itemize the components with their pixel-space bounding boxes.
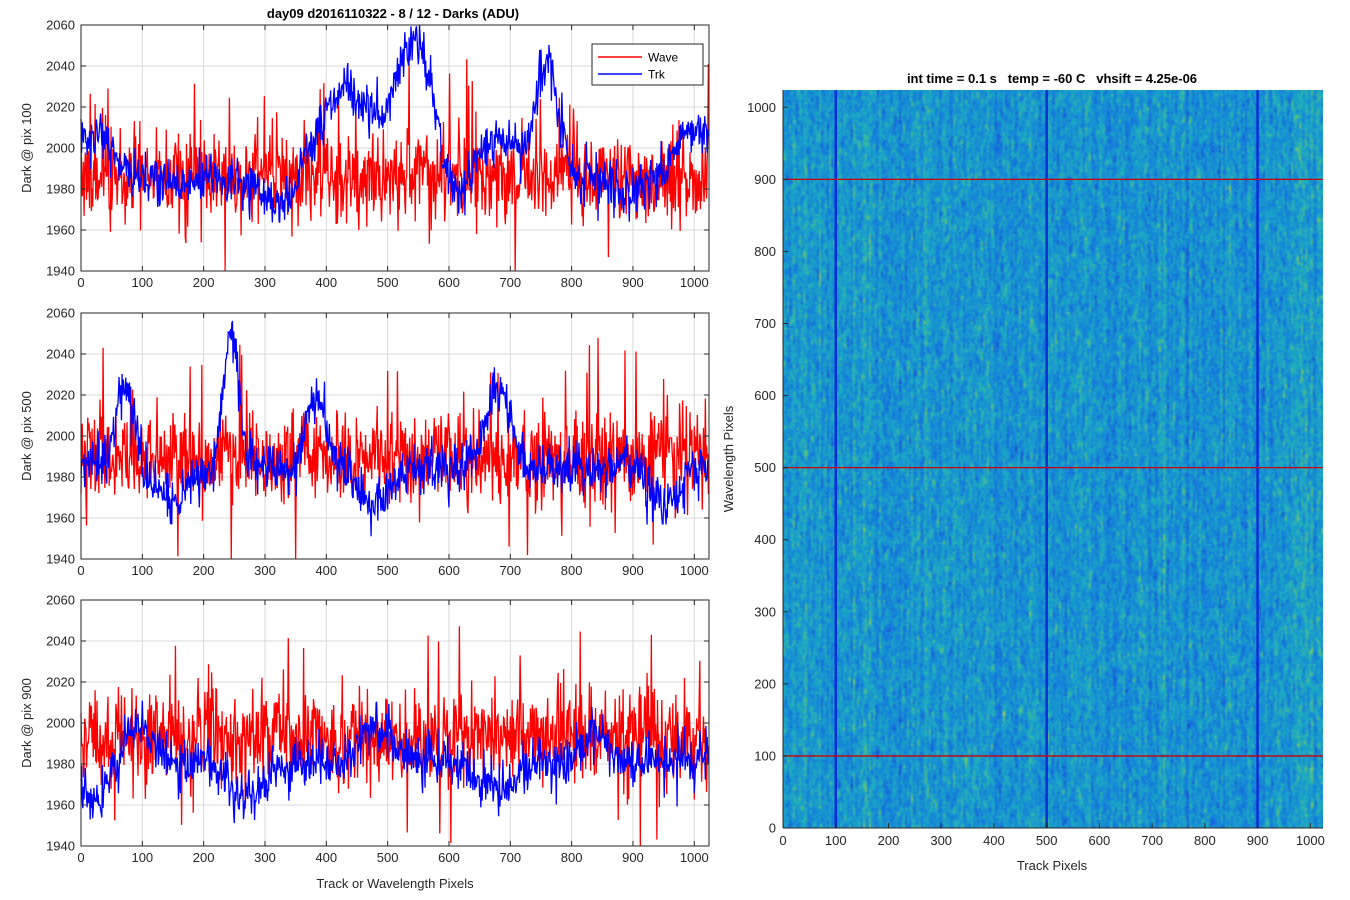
legend: Wave Trk — [591, 43, 704, 86]
y-tick-label: 2020 — [46, 388, 75, 403]
y-tick-label: 1940 — [46, 839, 75, 854]
y-tick-label: 2000 — [46, 429, 75, 444]
y-tick-label: 700 — [754, 316, 776, 331]
x-tick-label: 0 — [77, 275, 84, 290]
x-tick-label: 800 — [1194, 833, 1216, 848]
y-tick-label: 0 — [769, 821, 776, 836]
x-tick-label: 600 — [438, 563, 460, 578]
y-tick-label: 1980 — [46, 470, 75, 485]
x-tick-label: 300 — [930, 833, 952, 848]
y-tick-label: 600 — [754, 388, 776, 403]
x-tick-label: 600 — [438, 275, 460, 290]
y-tick-label: 2020 — [46, 675, 75, 690]
y-tick-label: 2040 — [46, 59, 75, 74]
y-tick-label: 1960 — [46, 511, 75, 526]
x-tick-label: 400 — [315, 850, 337, 865]
y-tick-label: 400 — [754, 532, 776, 547]
x-tick-label: 200 — [878, 833, 900, 848]
y-tick-label: 1940 — [46, 264, 75, 279]
ylabel-pix-500: Dark @ pix 500 — [19, 391, 34, 481]
xlabel-line-plots: Track or Wavelength Pixels — [316, 876, 474, 891]
y-tick-label: 1940 — [46, 552, 75, 567]
x-tick-label: 900 — [622, 275, 644, 290]
y-tick-label: 2040 — [46, 347, 75, 362]
legend-label-trk: Trk — [648, 68, 666, 82]
x-tick-label: 1000 — [1296, 833, 1325, 848]
x-tick-label: 100 — [131, 850, 153, 865]
heatmap-image — [783, 90, 1323, 828]
x-tick-label: 400 — [315, 275, 337, 290]
x-tick-label: 900 — [622, 563, 644, 578]
line-plot-pix-100: Dark @ pix 100 0 100 200 300 400 500 600 700 800… — [19, 18, 710, 290]
x-tick-label: 600 — [1089, 833, 1111, 848]
x-tick-label: 0 — [779, 833, 786, 848]
y-tick-label: 300 — [754, 604, 776, 619]
x-tick-label: 900 — [1247, 833, 1269, 848]
y-tick-label: 2000 — [46, 141, 75, 156]
x-tick-label: 200 — [193, 850, 215, 865]
x-tick-label: 500 — [377, 563, 399, 578]
y-tick-label: 2060 — [46, 18, 75, 33]
x-tick-label: 800 — [561, 850, 583, 865]
x-tick-label: 500 — [377, 275, 399, 290]
x-tick-label: 100 — [131, 275, 153, 290]
x-tick-label: 600 — [438, 850, 460, 865]
y-tick-label: 500 — [754, 460, 776, 475]
ylabel-pix-100: Dark @ pix 100 — [19, 103, 34, 193]
x-tick-label: 1000 — [680, 275, 709, 290]
x-tick-label: 0 — [77, 850, 84, 865]
x-tick-label: 300 — [254, 563, 276, 578]
x-tick-label: 800 — [561, 563, 583, 578]
y-tick-label: 900 — [754, 172, 776, 187]
y-tick-label: 1960 — [46, 798, 75, 813]
x-tick-label: 1000 — [680, 850, 709, 865]
x-tick-label: 300 — [254, 275, 276, 290]
x-tick-label: 500 — [1036, 833, 1058, 848]
x-tick-label: 400 — [315, 563, 337, 578]
y-tick-label: 2060 — [46, 593, 75, 608]
x-tick-label: 700 — [499, 275, 521, 290]
x-tick-label: 300 — [254, 850, 276, 865]
y-tick-label: 800 — [754, 244, 776, 259]
x-tick-label: 700 — [1141, 833, 1163, 848]
y-tick-label: 2000 — [46, 716, 75, 731]
x-tick-label: 500 — [377, 850, 399, 865]
y-tick-label: 2020 — [46, 100, 75, 115]
x-tick-label: 900 — [622, 850, 644, 865]
y-tick-label: 100 — [754, 748, 776, 763]
y-tick-label: 1000 — [747, 100, 776, 115]
x-tick-label: 100 — [825, 833, 847, 848]
x-tick-label: 200 — [193, 275, 215, 290]
line-plot-pix-500: Dark @ pix 500 0 100 200 300 400 500 600 700 800… — [19, 306, 710, 578]
series-line-wave — [80, 56, 710, 272]
y-tick-label: 2040 — [46, 634, 75, 649]
y-tick-label: 1980 — [46, 757, 75, 772]
heatmap-title: int time = 0.1 s temp = -60 C vhsift = 4… — [907, 71, 1197, 86]
x-tick-label: 200 — [193, 563, 215, 578]
figure-suptitle: day09 d2016110322 - 8 / 12 - Darks (ADU) — [267, 6, 519, 21]
series-line-trk — [80, 24, 710, 223]
x-tick-label: 700 — [499, 563, 521, 578]
heatmap-panel: int time = 0.1 s temp = -60 C vhsift = 4… — [721, 71, 1325, 873]
series-line-trk — [80, 320, 709, 537]
heatmap-xlabel: Track Pixels — [1017, 858, 1088, 873]
ylabel-pix-900: Dark @ pix 900 — [19, 678, 34, 768]
x-tick-label: 400 — [983, 833, 1005, 848]
y-tick-label: 1980 — [46, 182, 75, 197]
legend-label-wave: Wave — [648, 51, 679, 65]
y-tick-label: 200 — [754, 676, 776, 691]
x-tick-label: 1000 — [680, 563, 709, 578]
x-tick-label: 0 — [77, 563, 84, 578]
series-line-wave — [80, 337, 710, 560]
heatmap-ylabel: Wavelength Pixels — [721, 405, 736, 512]
x-tick-label: 700 — [499, 850, 521, 865]
x-tick-label: 100 — [131, 563, 153, 578]
legend-box — [591, 43, 704, 86]
line-plot-pix-900: Dark @ pix 900 Track or Wavelength Pixel… — [19, 593, 710, 891]
x-tick-label: 800 — [561, 275, 583, 290]
y-tick-label: 2060 — [46, 306, 75, 321]
y-tick-label: 1960 — [46, 223, 75, 238]
series-line-trk — [80, 700, 710, 824]
